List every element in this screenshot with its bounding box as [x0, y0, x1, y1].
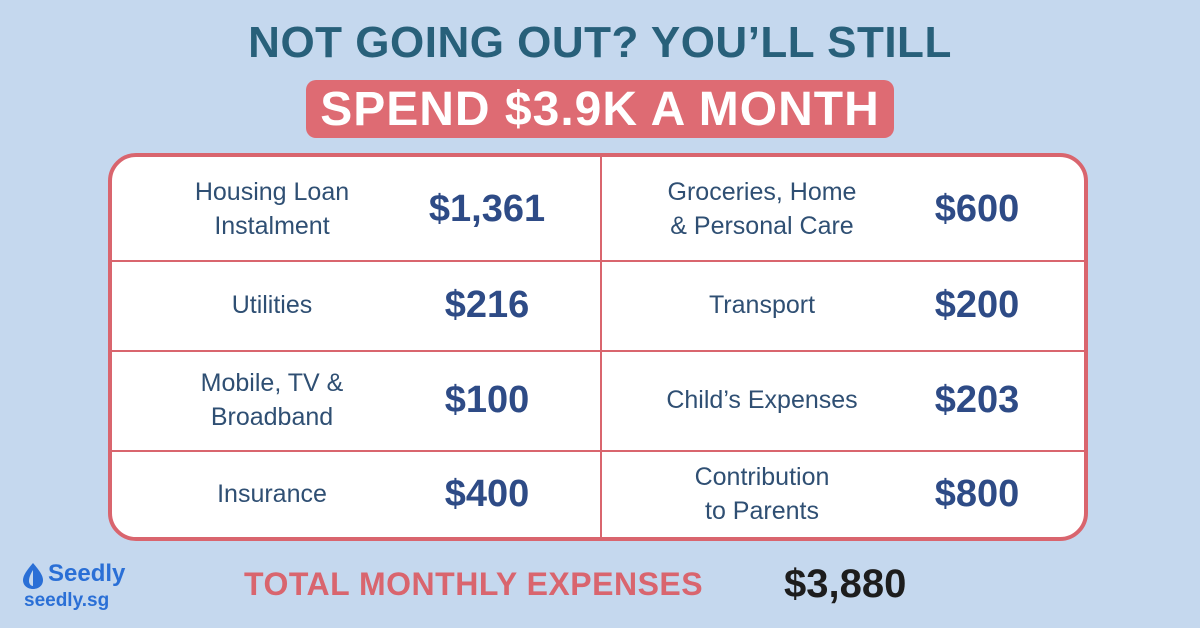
expense-amount: $216	[444, 283, 530, 326]
column-divider	[600, 157, 602, 537]
seedly-leaf-icon	[23, 563, 43, 589]
expense-label: Utilities	[231, 291, 313, 319]
expense-cell: Housing Loan Instalment $1,361	[112, 161, 600, 257]
subheadline-banner: SPEND $3.9K A MONTH	[0, 80, 1200, 138]
expense-label: Housing Loan Instalment	[194, 178, 350, 240]
brand-name: Seedly	[48, 560, 126, 587]
expense-cell: Child’s Expenses $203	[112, 352, 1084, 448]
expenses-table: Housing Loan Instalment $1,361 Groceries…	[108, 153, 1088, 541]
total-value: $3,880	[784, 562, 907, 606]
expense-cell: Insurance $400	[112, 446, 600, 537]
expense-label: Contribution to Parents	[694, 463, 830, 525]
expense-amount: $1,361	[428, 187, 546, 230]
expense-label: Insurance	[217, 480, 327, 508]
subheadline: SPEND $3.9K A MONTH	[306, 80, 894, 138]
expense-cell: Transport $200	[112, 257, 1084, 353]
expense-amount: $800	[934, 472, 1020, 515]
total-label: TOTAL MONTHLY EXPENSES	[244, 566, 704, 602]
expense-cell: Contribution to Parents $800	[112, 446, 1084, 537]
expense-amount: $600	[934, 187, 1020, 230]
brand-url[interactable]: seedly.sg	[24, 590, 110, 611]
expense-cell: Mobile, TV & Broadband $100	[112, 352, 600, 448]
expense-amount: $100	[444, 378, 530, 421]
row-divider	[112, 260, 1084, 262]
row-divider	[112, 350, 1084, 352]
expense-label: Mobile, TV & Broadband	[200, 369, 344, 431]
expense-cell: Groceries, Home & Personal Care $600	[112, 161, 1084, 257]
expense-amount: $203	[934, 378, 1020, 421]
headline: NOT GOING OUT? YOU’LL STILL	[248, 18, 952, 67]
expense-cell: Utilities $216	[112, 257, 600, 353]
expense-amount: $200	[934, 283, 1020, 326]
expense-amount: $400	[444, 472, 530, 515]
expense-label: Child’s Expenses	[666, 386, 858, 414]
expense-label: Groceries, Home & Personal Care	[667, 178, 857, 240]
row-divider	[112, 450, 1084, 452]
expense-label: Transport	[708, 291, 816, 319]
